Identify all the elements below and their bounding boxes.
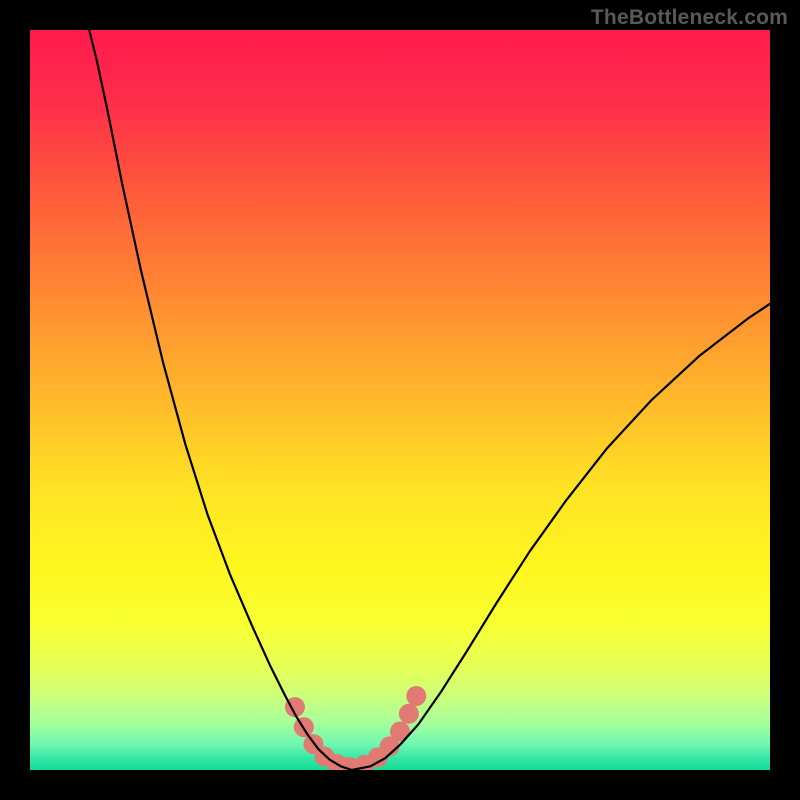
watermark-text: TheBottleneck.com — [591, 6, 788, 30]
outer-frame — [30, 30, 770, 770]
canvas: TheBottleneck.com — [0, 0, 800, 800]
